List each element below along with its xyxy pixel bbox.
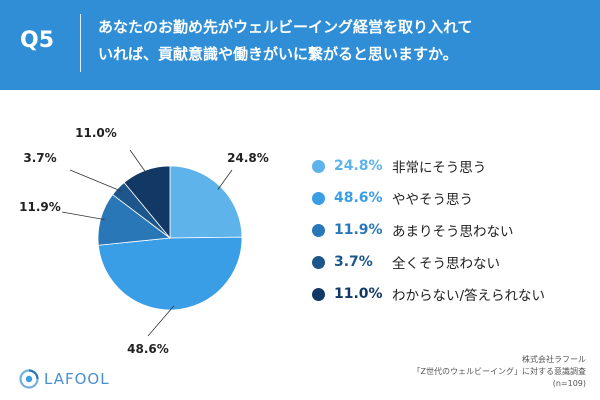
leader-line — [61, 211, 105, 221]
question-line: いれば、貢献意識や働きがいに繋がると思いますか。 — [98, 45, 458, 63]
lafool-logo: LAFOOL — [18, 368, 110, 390]
slice-value-label: 11.9% — [19, 200, 61, 214]
legend-swatch — [312, 255, 325, 269]
legend-percent: 11.0% — [334, 286, 383, 302]
pie-slice — [169, 165, 243, 239]
pie-slice — [123, 165, 171, 240]
leader-line — [147, 305, 175, 337]
legend-label: わからない/答えられない — [392, 288, 546, 304]
legend-percent: 3.7% — [334, 254, 373, 270]
slice-value-label: 48.6% — [127, 342, 169, 356]
question-header: Q5 あなたのお勤め先がウェルビーイング経営を取り入れて いれば、貢献意識や働き… — [0, 0, 600, 90]
slice-value-label: 3.7% — [23, 151, 56, 165]
slice-value-label: 24.8% — [227, 151, 269, 165]
legend-label: あまりそう思わない — [392, 224, 514, 240]
logo-wordmark: LAFOOL — [44, 370, 110, 388]
chart-legend: 24.8% 非常にそう思う 48.6% ややそう思う 11.9% あまりそう思わない 3.7… — [312, 150, 592, 310]
legend-percent: 11.9% — [334, 222, 383, 238]
slice-value-label: 11.0% — [75, 126, 117, 140]
lafool-logo-icon — [19, 369, 39, 389]
source-line: 「Z世代のウェルビーイング」に対する意識調査 — [412, 367, 586, 376]
legend-swatch — [312, 287, 325, 301]
leader-line — [129, 149, 148, 175]
legend-swatch — [312, 223, 325, 237]
legend-swatch — [312, 159, 325, 173]
source-line: 株式会社ラフール — [522, 355, 586, 364]
leader-line — [217, 169, 233, 190]
legend-percent: 24.8% — [334, 158, 383, 174]
source-line: (n=109) — [552, 379, 586, 388]
legend-percent: 48.6% — [334, 190, 383, 206]
legend-label: 全くそう思わない — [392, 256, 500, 272]
question-text: あなたのお勤め先がウェルビーイング経営を取り入れて いれば、貢献意識や働きがいに… — [98, 14, 578, 68]
legend-label: ややそう思う — [392, 192, 473, 208]
leader-line — [69, 169, 122, 192]
legend-label: 非常にそう思う — [392, 160, 487, 176]
pie-slice — [97, 236, 243, 311]
legend-item: 48.6% ややそう思う — [312, 182, 592, 214]
pie-chart: 24.8% 48.6% 11.9% 3.7% 11.0% — [19, 126, 269, 356]
legend-item: 11.9% あまりそう思わない — [312, 214, 592, 246]
legend-swatch — [312, 191, 325, 205]
legend-item: 24.8% 非常にそう思う — [312, 150, 592, 182]
question-number: Q5 — [20, 28, 55, 53]
legend-item: 3.7% 全くそう思わない — [312, 246, 592, 278]
header-divider — [80, 14, 81, 72]
legend-item: 11.0% わからない/答えられない — [312, 278, 592, 310]
question-line: あなたのお勤め先がウェルビーイング経営を取り入れて — [98, 18, 473, 36]
source-note: 株式会社ラフール 「Z世代のウェルビーイング」に対する意識調査 (n=109) — [386, 354, 586, 390]
